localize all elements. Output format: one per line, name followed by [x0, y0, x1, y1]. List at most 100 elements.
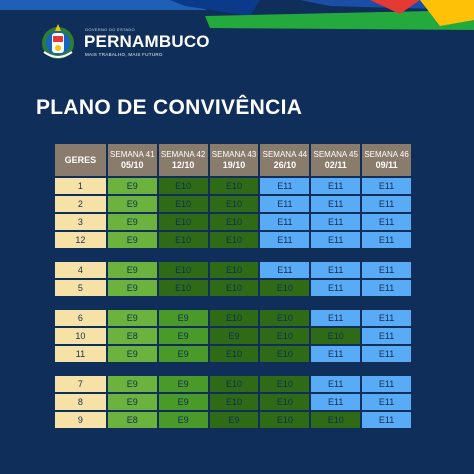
stage-cell: E10	[209, 214, 259, 230]
stage-cell: E11	[311, 196, 361, 212]
week-header: SEMANA 43 19/10	[209, 144, 259, 176]
table-row: 11 E9 E9 E10 E10 E11 E11	[55, 346, 412, 362]
group-spacer	[55, 362, 411, 374]
table-row: 4 E9 E10 E10 E11 E11 E11	[55, 262, 412, 278]
stage-cell: E11	[260, 232, 310, 248]
week-label: SEMANA 44	[262, 150, 308, 159]
geres-cell: 6	[55, 310, 106, 326]
stage-cell: E11	[362, 412, 412, 428]
stage-cell: E10	[260, 412, 310, 428]
stage-cell: E11	[362, 376, 412, 392]
stage-cell: E11	[362, 232, 412, 248]
stage-cell: E10	[209, 232, 259, 248]
geres-header: GERES	[55, 144, 106, 176]
geres-cell: 12	[55, 232, 106, 248]
stage-cell: E10	[158, 196, 208, 212]
stage-cell: E11	[311, 214, 361, 230]
stage-cell: E11	[311, 232, 361, 248]
stage-cell: E9	[107, 310, 157, 326]
stage-cell: E10	[209, 262, 259, 278]
stage-cell: E10	[260, 394, 310, 410]
stage-cell: E11	[260, 214, 310, 230]
week-header: SEMANA 44 26/10	[260, 144, 310, 176]
geres-cell: 4	[55, 262, 106, 278]
week-header: SEMANA 45 02/11	[311, 144, 361, 176]
stage-cell: E11	[311, 310, 361, 326]
top-stripe	[0, 0, 474, 30]
stage-cell: E11	[311, 280, 361, 296]
stage-cell: E10	[158, 280, 208, 296]
stage-cell: E11	[311, 376, 361, 392]
schedule-table: GERES SEMANA 41 05/10 SEMANA 42 12/10 SEMA…	[55, 144, 412, 428]
stage-cell: E11	[311, 178, 361, 194]
stage-cell: E11	[362, 394, 412, 410]
stage-cell: E10	[209, 196, 259, 212]
week-label: SEMANA 45	[313, 150, 358, 159]
geres-cell: 11	[55, 346, 106, 362]
week-date: 09/11	[375, 160, 398, 170]
brand-name: PERNAMBUCO	[84, 32, 210, 51]
table-row: 1 E9 E10 E10 E11 E11 E11	[55, 178, 412, 194]
stage-cell: E10	[260, 376, 310, 392]
stage-cell: E9	[158, 412, 208, 428]
stage-cell: E11	[260, 262, 310, 278]
stage-cell: E9	[107, 262, 157, 278]
stage-cell: E10	[209, 280, 259, 296]
week-date: 02/11	[324, 160, 347, 170]
geres-cell: 8	[55, 394, 106, 410]
geres-cell: 5	[55, 280, 106, 296]
stage-cell: E9	[209, 328, 259, 344]
stage-cell: E11	[362, 262, 412, 278]
stage-cell: E11	[362, 196, 412, 212]
stage-cell: E9	[158, 394, 208, 410]
stage-cell: E10	[209, 346, 259, 362]
group-spacer	[55, 296, 411, 308]
stage-cell: E10	[158, 178, 208, 194]
stage-cell: E11	[362, 178, 412, 194]
stage-cell: E10	[311, 412, 361, 428]
week-date: 12/10	[171, 160, 195, 170]
week-date: 19/10	[222, 160, 246, 170]
stage-cell: E9	[107, 232, 157, 248]
week-date: 05/10	[121, 160, 144, 170]
geres-cell: 7	[55, 376, 106, 392]
state-coat-of-arms-logo	[42, 24, 74, 59]
stage-cell: E9	[107, 214, 157, 230]
stage-cell: E10	[260, 280, 310, 296]
stage-cell: E9	[107, 376, 157, 392]
stage-cell: E10	[158, 232, 208, 248]
stage-cell: E11	[362, 214, 412, 230]
week-label: SEMANA 42	[160, 150, 206, 159]
table-row: 3 E9 E10 E10 E11 E11 E11	[55, 214, 412, 230]
geres-cell: 2	[55, 196, 106, 212]
stage-cell: E10	[209, 376, 259, 392]
stage-cell: E9	[209, 412, 259, 428]
week-label: SEMANA 46	[364, 150, 409, 159]
week-header: SEMANA 46 09/11	[362, 144, 412, 176]
stage-cell: E10	[260, 346, 310, 362]
stage-cell: E11	[311, 394, 361, 410]
stage-cell: E9	[107, 346, 157, 362]
geres-cell: 10	[55, 328, 106, 344]
stage-cell: E11	[260, 196, 310, 212]
geres-cell: 3	[55, 214, 106, 230]
stage-cell: E11	[311, 262, 361, 278]
week-header: SEMANA 42 12/10	[158, 144, 208, 176]
week-header: SEMANA 41 05/10	[107, 144, 157, 176]
stage-cell: E10	[209, 178, 259, 194]
week-label: SEMANA 43	[211, 150, 257, 159]
table-row: 10 E8 E9 E9 E10 E10 E11	[55, 328, 412, 344]
week-date: 26/10	[273, 160, 297, 170]
stage-cell: E11	[362, 346, 412, 362]
table-header: GERES SEMANA 41 05/10 SEMANA 42 12/10 SEMA…	[55, 144, 412, 176]
stage-cell: E9	[107, 196, 157, 212]
stage-cell: E10	[209, 394, 259, 410]
stage-cell: E9	[158, 328, 208, 344]
table-row: 9 E8 E9 E9 E10 E10 E11	[55, 412, 412, 428]
week-label: SEMANA 41	[110, 150, 155, 159]
table-row: 2 E9 E10 E10 E11 E11 E11	[55, 196, 412, 212]
group-spacer	[55, 248, 411, 260]
stage-cell: E8	[107, 328, 157, 344]
stage-cell: E9	[158, 376, 208, 392]
stage-cell: E11	[362, 328, 412, 344]
